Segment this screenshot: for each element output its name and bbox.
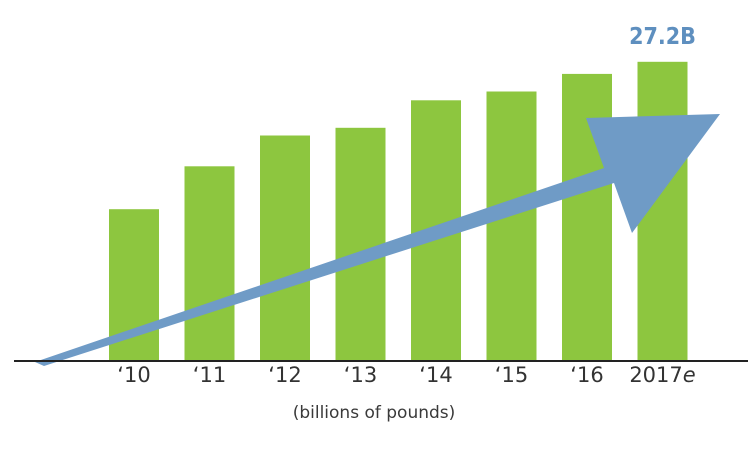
x-tick-label-1: ‘11 xyxy=(193,363,226,387)
x-axis-tick-labels: ‘10 ‘11 ‘12 ‘13 ‘14 ‘15 ‘16 2017e xyxy=(117,363,695,387)
trend-arrow xyxy=(35,114,720,366)
x-tick-label-2: ‘12 xyxy=(268,363,301,387)
bar-1 xyxy=(184,166,235,361)
data-label-7: 27.2B xyxy=(629,24,696,50)
x-tick-label-3: ‘13 xyxy=(344,363,377,387)
x-tick-label-4: ‘14 xyxy=(419,363,452,387)
x-tick-label-6: ‘16 xyxy=(570,363,603,387)
x-tick-label-0: ‘10 xyxy=(117,363,150,387)
x-tick-label-7: 2017e xyxy=(629,363,695,387)
data-labels: 27.2B xyxy=(629,24,696,50)
x-tick-label-5: ‘15 xyxy=(495,363,528,387)
bar-3 xyxy=(335,127,386,361)
x-axis-caption: (billions of pounds) xyxy=(293,403,456,423)
bar-6 xyxy=(562,73,612,362)
bar-2 xyxy=(260,135,310,361)
bar-5 xyxy=(486,91,537,361)
